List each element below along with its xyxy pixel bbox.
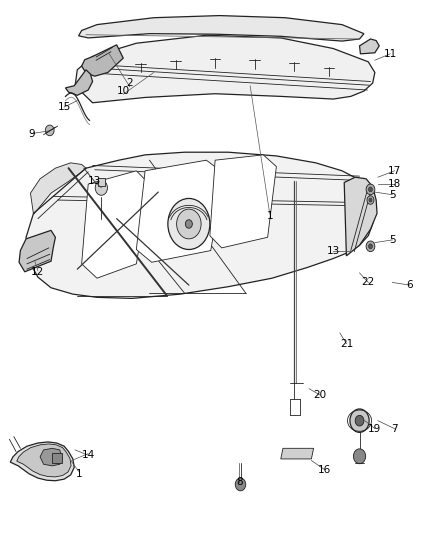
Circle shape <box>365 184 374 195</box>
Polygon shape <box>209 155 276 248</box>
Polygon shape <box>78 15 363 41</box>
Text: 2: 2 <box>126 78 133 88</box>
Text: 6: 6 <box>406 280 412 290</box>
Circle shape <box>167 198 209 249</box>
Circle shape <box>368 198 371 202</box>
Text: 11: 11 <box>383 49 396 59</box>
Text: 22: 22 <box>361 278 374 287</box>
Text: 5: 5 <box>388 190 395 200</box>
Circle shape <box>235 478 245 491</box>
Polygon shape <box>65 70 92 95</box>
Polygon shape <box>343 177 376 256</box>
Polygon shape <box>81 45 123 76</box>
Text: 7: 7 <box>390 424 397 434</box>
FancyBboxPatch shape <box>52 453 62 463</box>
Circle shape <box>185 220 192 228</box>
Text: 1: 1 <box>266 211 272 221</box>
Circle shape <box>353 449 365 464</box>
Circle shape <box>45 125 54 136</box>
Polygon shape <box>280 448 313 459</box>
Polygon shape <box>19 230 55 272</box>
Circle shape <box>176 209 201 239</box>
Text: 15: 15 <box>57 102 71 112</box>
Polygon shape <box>11 442 74 481</box>
Circle shape <box>365 241 374 252</box>
Polygon shape <box>359 39 378 54</box>
Text: 5: 5 <box>388 235 395 245</box>
Text: 14: 14 <box>81 450 95 460</box>
Text: 16: 16 <box>317 465 330 474</box>
Text: 20: 20 <box>313 390 326 400</box>
Circle shape <box>367 244 371 249</box>
Polygon shape <box>136 160 223 262</box>
Circle shape <box>366 196 373 204</box>
Circle shape <box>349 409 368 432</box>
Text: 1: 1 <box>76 469 83 479</box>
Polygon shape <box>40 448 62 466</box>
Text: 9: 9 <box>28 128 35 139</box>
Text: 13: 13 <box>88 176 101 187</box>
Text: 21: 21 <box>339 338 352 349</box>
Polygon shape <box>30 163 86 214</box>
Polygon shape <box>17 444 71 477</box>
Text: 19: 19 <box>367 424 381 434</box>
Text: 18: 18 <box>387 179 400 189</box>
Text: 12: 12 <box>31 267 44 277</box>
Text: 8: 8 <box>235 477 242 487</box>
Text: 10: 10 <box>117 86 130 96</box>
Polygon shape <box>26 152 374 298</box>
Polygon shape <box>81 171 149 278</box>
Circle shape <box>367 187 371 192</box>
Text: 13: 13 <box>326 246 339 255</box>
FancyBboxPatch shape <box>98 178 105 185</box>
Text: 17: 17 <box>387 166 400 176</box>
Polygon shape <box>75 35 374 103</box>
Circle shape <box>95 180 107 195</box>
Circle shape <box>354 415 363 426</box>
